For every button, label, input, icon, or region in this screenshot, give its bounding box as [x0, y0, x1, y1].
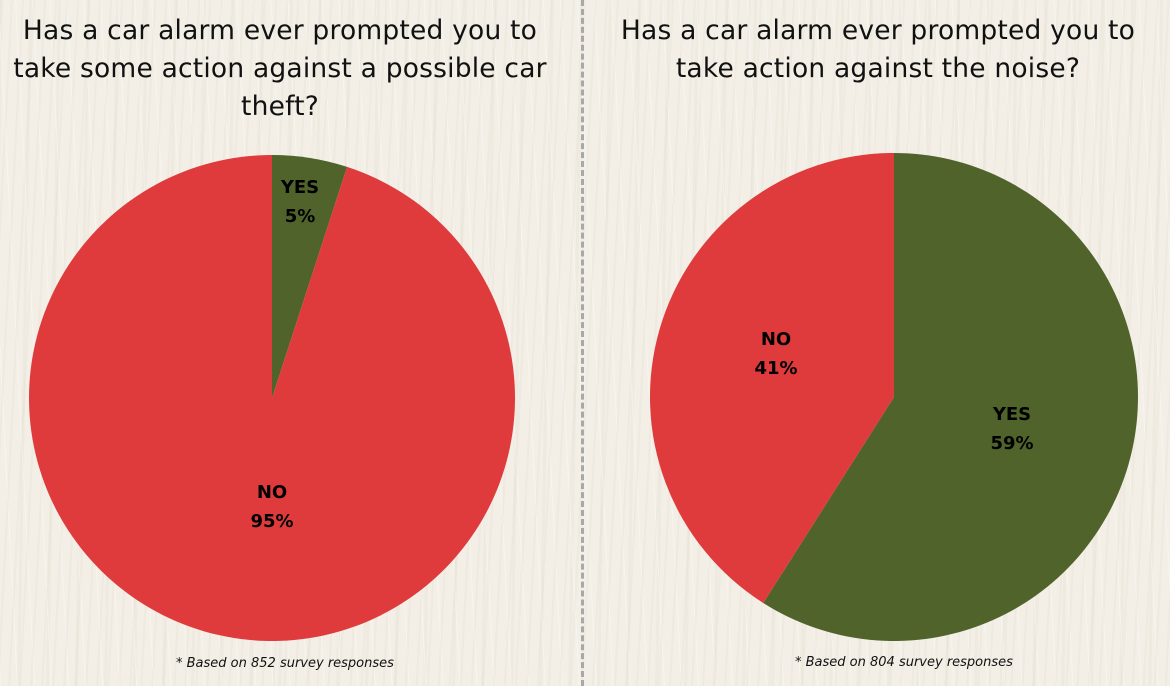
- dashed-divider: [581, 0, 584, 686]
- left-value-no: 95%: [250, 511, 293, 532]
- left-chart-panel: Has a car alarm ever prompted you to tak…: [0, 0, 582, 686]
- right-chart-panel: Has a car alarm ever prompted you to tak…: [583, 0, 1170, 686]
- left-label-yes: YES: [280, 177, 319, 198]
- right-chart-title: Has a car alarm ever prompted you to tak…: [620, 15, 1136, 84]
- right-footnote: * Based on 804 survey responses: [795, 655, 1013, 670]
- right-label-no: NO: [761, 329, 791, 350]
- left-slice-no: [29, 155, 516, 641]
- left-pie-chart: YES 5% NO 95%: [29, 155, 516, 641]
- left-value-yes: 5%: [285, 206, 316, 227]
- right-value-no: 41%: [754, 358, 797, 379]
- right-slice-yes: [763, 153, 1138, 641]
- left-footnote: * Based on 852 survey responses: [176, 656, 394, 671]
- right-label-yes: YES: [992, 404, 1031, 425]
- left-slice-yes: [272, 155, 348, 398]
- right-value-yes: 59%: [990, 433, 1033, 454]
- right-slice-no: [649, 152, 894, 604]
- left-chart-title: Has a car alarm ever prompted you to tak…: [13, 15, 547, 122]
- right-pie-chart: YES 59% NO 41%: [649, 152, 1138, 641]
- left-label-no: NO: [257, 482, 287, 503]
